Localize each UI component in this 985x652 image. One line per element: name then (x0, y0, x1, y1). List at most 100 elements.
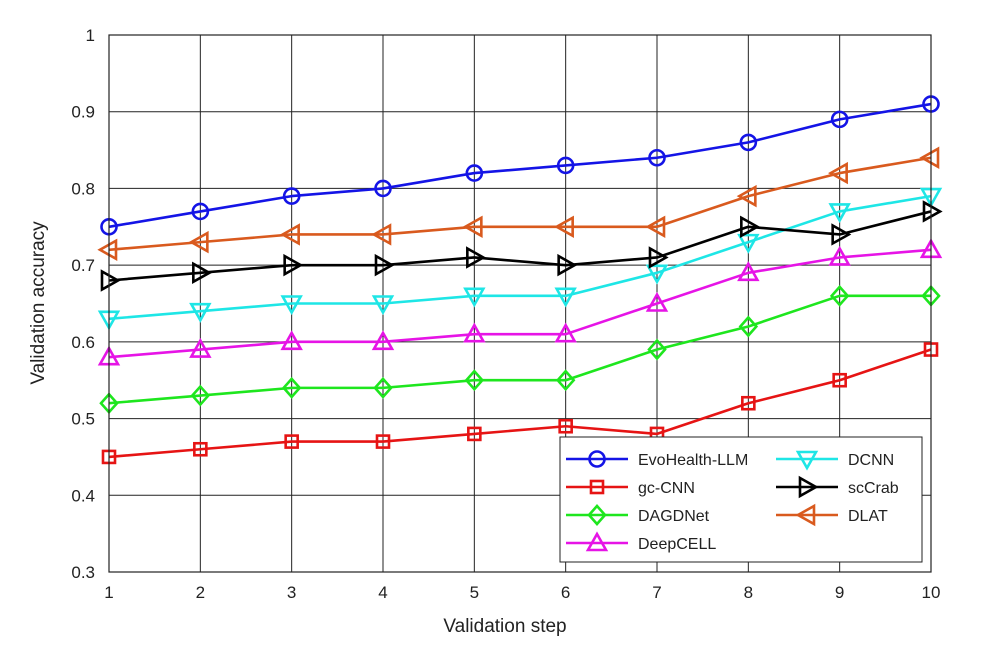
data-point (556, 156, 575, 175)
data-point (554, 287, 577, 308)
legend-item-deepcell: DeepCELL (566, 531, 716, 553)
x-axis-label: Validation step (443, 616, 566, 637)
series-line (108, 210, 932, 282)
data-point (189, 337, 212, 358)
data-point (465, 164, 484, 182)
x-tick-label: 2 (196, 583, 205, 602)
data-point (828, 161, 848, 185)
data-point (188, 230, 209, 254)
data-point (190, 384, 211, 407)
legend-label: scCrab (848, 480, 899, 497)
data-point (281, 376, 302, 399)
data-point (828, 245, 851, 266)
data-point (829, 284, 850, 307)
legend-swatch-marker (585, 531, 609, 552)
data-point (191, 202, 210, 221)
x-tick-label: 1 (104, 583, 113, 602)
y-tick-label: 0.6 (71, 333, 95, 352)
data-point (737, 261, 760, 282)
data-point (648, 148, 666, 167)
series-dlat (97, 146, 940, 262)
data-point (282, 187, 301, 205)
y-tick-label: 0.4 (71, 486, 95, 505)
series-line (108, 294, 931, 405)
data-point (558, 418, 573, 434)
legend-label: gc-CNN (638, 480, 695, 497)
legend-swatch-marker (795, 503, 816, 527)
x-tick-label: 5 (470, 583, 479, 602)
data-point (832, 372, 847, 388)
series-line (108, 102, 932, 229)
x-tick-label: 9 (835, 583, 844, 602)
legend-item-dagdnet: DAGDNet (566, 504, 710, 526)
y-tick-label: 0.7 (71, 256, 95, 275)
data-point (189, 302, 212, 323)
y-tick-label: 0.8 (71, 179, 95, 198)
series-line (108, 348, 932, 459)
data-point (466, 246, 486, 269)
data-point (280, 223, 300, 246)
data-point (740, 215, 760, 239)
data-point (193, 441, 208, 457)
data-point (831, 223, 852, 246)
data-point (375, 434, 391, 449)
y-tick-label: 1 (86, 26, 95, 45)
data-point (283, 253, 304, 277)
data-point (462, 215, 483, 239)
x-tick-label: 7 (652, 583, 661, 602)
data-point (467, 426, 482, 442)
data-point (371, 295, 395, 316)
legend-item-dcnn: DCNN (776, 450, 894, 471)
data-point (464, 369, 485, 392)
y-tick-label: 0.9 (71, 103, 95, 122)
x-tick-labels: 1 2 3 4 5 6 7 8 9 10 (104, 583, 940, 602)
y-tick-label: 0.5 (71, 410, 95, 429)
x-tick-label: 6 (561, 583, 570, 602)
x-tick-label: 8 (744, 583, 753, 602)
legend-label: DeepCELL (638, 536, 716, 553)
series-line (108, 156, 932, 252)
data-point (557, 253, 578, 277)
legend-label: DCNN (848, 452, 894, 469)
data-point (555, 369, 576, 392)
y-tick-label: 0.3 (71, 563, 95, 582)
y-tick-labels: 0.3 0.4 0.5 0.6 0.7 0.8 0.9 1 (71, 26, 95, 582)
legend-label: EvoHealth-LLM (638, 452, 748, 469)
legend: EvoHealth-LLM gc-CNN DAGDNet DeepCELL DCNN sc… (559, 436, 923, 563)
data-point (100, 269, 121, 292)
data-point (645, 215, 666, 239)
legend-swatch-marker (588, 450, 606, 468)
x-tick-label: 4 (378, 583, 387, 602)
data-point (645, 264, 669, 285)
data-point (741, 395, 756, 411)
data-point (554, 322, 577, 343)
legend-swatch-marker (795, 450, 819, 471)
series-line (108, 194, 932, 321)
legend-swatch-marker (587, 504, 607, 526)
data-point (648, 246, 669, 269)
legend-item-sccrab: scCrab (776, 475, 899, 499)
y-axis-label: Validation accuracy (28, 221, 49, 385)
data-point (919, 146, 940, 169)
data-point (280, 330, 303, 351)
data-point (736, 184, 757, 208)
series-line (108, 248, 932, 359)
data-point (374, 253, 395, 277)
data-point (647, 338, 667, 361)
data-point (828, 203, 851, 224)
data-point (737, 233, 760, 254)
legend-label: DAGDNet (638, 508, 710, 525)
data-point (280, 295, 303, 316)
data-point (463, 287, 486, 308)
data-point (371, 223, 392, 246)
legend-label: DLAT (848, 508, 888, 525)
data-point (738, 315, 759, 338)
data-point (739, 133, 758, 152)
legend-swatch-marker (798, 475, 819, 499)
legend-swatch-marker (589, 479, 605, 495)
x-tick-label: 3 (287, 583, 296, 602)
plot-frame (108, 34, 932, 573)
data-point (97, 238, 118, 262)
x-tick-label: 10 (922, 583, 941, 602)
